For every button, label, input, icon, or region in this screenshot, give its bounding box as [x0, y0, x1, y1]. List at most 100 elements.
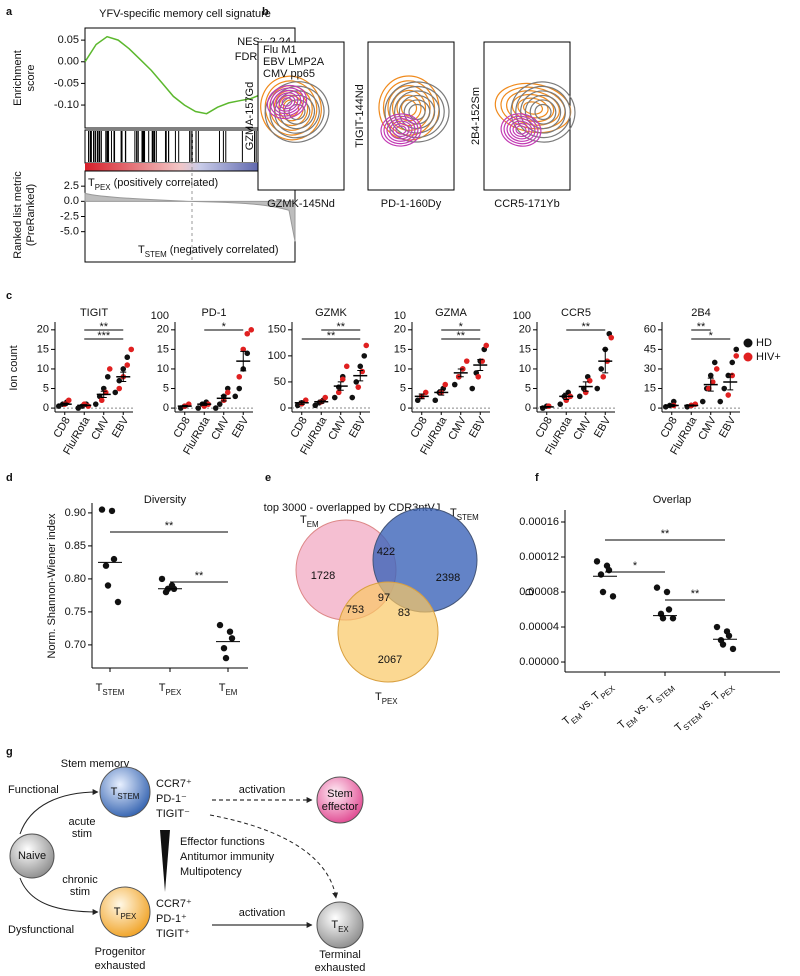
tick-label: 0.70 [65, 639, 86, 651]
axis-title: Norm. Shannon-Wiener index [46, 513, 58, 658]
tick-label: 20 [157, 324, 169, 336]
significance-label: ** [661, 528, 670, 540]
tick-label: 0 [163, 402, 169, 414]
label-sub: STEM [654, 684, 677, 705]
dot [216, 621, 224, 629]
axis-title: Ranked list metric [12, 171, 24, 259]
dot [124, 362, 131, 368]
tick-label: 150 [268, 324, 286, 336]
dot [721, 385, 728, 392]
contour [408, 103, 426, 121]
error-bar [337, 381, 344, 391]
error-bar [707, 377, 714, 392]
dot [576, 393, 583, 400]
contour [288, 103, 306, 121]
label: CCR7⁺ [156, 898, 192, 910]
significance-label: ** [336, 321, 345, 333]
axis-title: GZMK-145Nd [267, 198, 335, 210]
label: exhausted [315, 962, 366, 974]
label: TIGIT⁺ [156, 928, 190, 940]
tick-label: 10 [394, 363, 406, 375]
axis-title: Ion count [8, 345, 20, 390]
contour [389, 120, 413, 140]
significance-label: ** [99, 321, 108, 333]
tick-label: 15 [37, 343, 49, 355]
x-tick-label: CMV [446, 414, 469, 442]
label: chronic [62, 874, 98, 886]
error-bar [181, 404, 188, 408]
dot [599, 588, 607, 596]
label: Effector functions [180, 836, 265, 848]
significance-label: ** [456, 330, 465, 342]
dot [361, 353, 368, 359]
dot [355, 384, 362, 390]
tick-label: 0 [400, 402, 406, 414]
panel-title: Overlap [653, 494, 692, 506]
dot [110, 555, 118, 563]
label: TPEX (positively correlated) [88, 177, 218, 192]
label-main: T [331, 919, 338, 931]
dot [120, 366, 127, 372]
dot [663, 588, 671, 596]
tick-label: 0.00012 [519, 551, 559, 563]
tick-label: 0.80 [65, 573, 86, 585]
x-tick-label: CMV [571, 414, 594, 442]
cell-node [9, 833, 55, 879]
dot [563, 397, 570, 404]
contour [503, 115, 539, 145]
label: TEM [300, 514, 319, 529]
x-tick-label: CMV [326, 414, 349, 442]
label: Functional [8, 784, 59, 796]
label-main: T [114, 906, 121, 918]
error-bar [563, 392, 570, 400]
x-tick-label: TEM vs. TPEX [560, 679, 617, 730]
significance-label: ** [195, 570, 204, 582]
contour [260, 75, 322, 141]
contour [500, 113, 542, 147]
panel-title: YFV-specific memory cell signature [99, 8, 271, 20]
contour [403, 99, 431, 125]
x-tick-label: EBV [347, 414, 369, 440]
dot [608, 334, 615, 341]
error-bar [438, 389, 445, 396]
axis-title: GZMA-157Gd [244, 82, 256, 150]
label: Naive [18, 850, 46, 862]
tick-label: 0.00000 [519, 656, 559, 668]
label: TPEX [375, 691, 398, 706]
contour [395, 125, 407, 135]
dot [665, 606, 673, 613]
contour [387, 85, 431, 131]
contour [515, 85, 571, 139]
dot [713, 366, 720, 372]
dot [216, 401, 223, 407]
tick-label: 2.5 [64, 180, 79, 192]
dot [312, 402, 319, 409]
legend-entry: Flu M1 [263, 44, 297, 56]
label-sub: EM [307, 520, 319, 529]
label-rest: (negatively correlated) [167, 244, 279, 256]
significance-label: ** [165, 520, 174, 532]
contour [278, 94, 296, 110]
cell-node [316, 776, 364, 824]
axis-title: Enrichment [12, 50, 24, 106]
venn-count: 97 [378, 592, 390, 604]
axis-title: 2B4-152Sm [470, 87, 482, 145]
label: TSTEM [96, 682, 125, 697]
error-bar [81, 404, 88, 407]
error-bar [120, 371, 127, 382]
label: stim [70, 886, 90, 898]
significance-label: * [459, 321, 464, 333]
x-tick-label: EBV [230, 414, 252, 440]
tick-label: 0 [650, 402, 656, 414]
label-main: T [300, 514, 307, 526]
dot [112, 389, 119, 396]
dot [653, 584, 661, 591]
dot [248, 327, 255, 333]
dot [349, 394, 356, 401]
legend-entry: HD [756, 337, 772, 349]
x-tick-label: EBV [110, 414, 132, 440]
tick-label: -0.05 [54, 77, 79, 89]
error-bar [240, 350, 247, 372]
rank-colorbar [85, 163, 295, 171]
